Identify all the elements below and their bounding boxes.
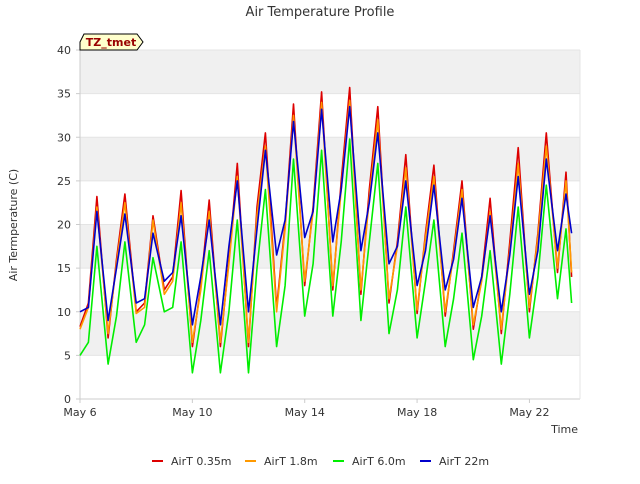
x-tick-label: May 22: [509, 406, 549, 419]
y-tick-label: 15: [57, 262, 71, 275]
x-ticks: May 6 May 10 May 14 May 18 May 22: [63, 399, 550, 419]
chart-title: Air Temperature Profile: [246, 5, 395, 20]
y-tick-label: 20: [57, 219, 71, 232]
legend-label: AirT 0.35m: [171, 455, 232, 468]
series-lines: [79, 86, 573, 374]
series-line: [79, 138, 573, 374]
legend-label: AirT 6.0m: [352, 455, 406, 468]
x-tick-label: May 18: [397, 406, 437, 419]
y-tick-label: 0: [64, 393, 71, 406]
y-tick-label: 40: [57, 44, 71, 57]
y-tick-label: 25: [57, 175, 71, 188]
grid-band: [80, 137, 580, 181]
x-tick-label: May 10: [172, 406, 212, 419]
tz-tag: TZ_tmet: [79, 33, 144, 51]
x-tick-label: May 14: [285, 406, 325, 419]
x-axis-label: Time: [550, 423, 578, 436]
y-tick-label: 5: [64, 349, 71, 362]
grid-band: [80, 50, 580, 94]
y-tick-label: 35: [57, 88, 71, 101]
legend: AirT 0.35m AirT 1.8m AirT 6.0m AirT 22m: [152, 455, 489, 468]
y-ticks: 0 5 10 15 20 25 30 35 40: [57, 44, 80, 406]
series-line: [79, 105, 573, 326]
y-tick-label: 30: [57, 131, 71, 144]
tz-tag-label: TZ_tmet: [86, 36, 136, 49]
legend-label: AirT 22m: [439, 455, 489, 468]
y-axis-label: Air Termperature (C): [7, 169, 20, 281]
x-tick-label: May 6: [63, 406, 96, 419]
y-tick-label: 10: [57, 306, 71, 319]
legend-label: AirT 1.8m: [264, 455, 318, 468]
